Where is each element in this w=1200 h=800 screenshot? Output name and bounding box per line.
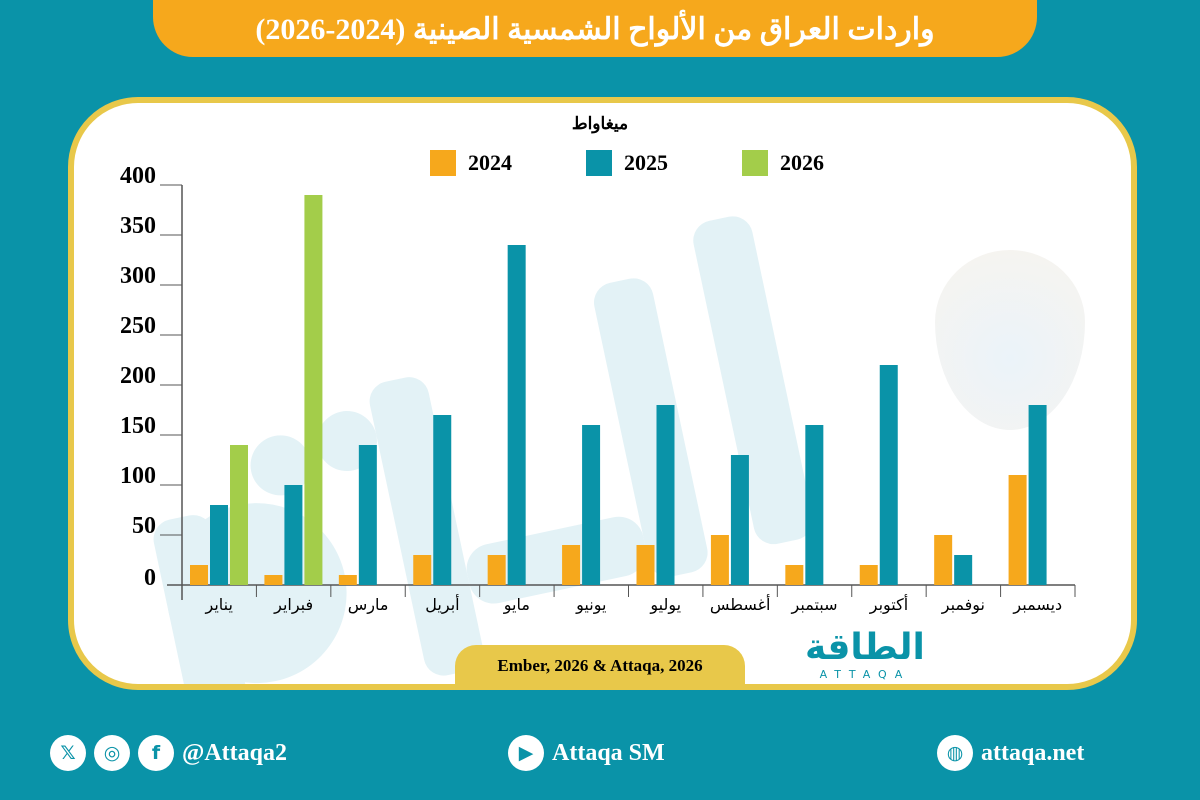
bar-2024-9 [785,565,804,585]
y-tick-label: 350 [120,213,156,239]
globe-icon[interactable]: ◍ [937,735,973,771]
x-tick-label: أكتوبر [869,594,908,615]
bar-2025-2 [284,485,303,585]
youtube-channel[interactable]: Attaqa SM [552,739,665,766]
bar-2024-11 [934,535,953,585]
legend-label: 2026 [780,150,824,175]
bar-2025-3 [358,445,377,585]
logo-latin: ATTAQA [819,668,911,681]
x-tick-label: يوليو [649,595,681,615]
legend-label: 2024 [468,150,512,175]
legend-item-2025: 2025 [586,150,668,176]
x-tick-label: مايو [503,595,530,615]
y-tick-label: 300 [120,263,156,289]
bar-2025-10 [879,365,898,585]
bar-2025-8 [730,455,749,585]
facebook-icon[interactable]: f [138,735,174,771]
bar-2024-2 [264,575,283,585]
legend-item-2026: 2026 [742,150,824,176]
bar-2025-9 [805,425,824,585]
watermark-drop-icon [935,250,1085,430]
instagram-icon[interactable]: ◎ [94,735,130,771]
x-tick-label: أبريل [425,594,459,615]
y-tick-label: 200 [120,363,156,389]
legend: 2024 2025 2026 [430,150,824,176]
website-link[interactable]: attaqa.net [981,739,1085,766]
legend-swatch [742,150,768,176]
chart-card [68,97,1137,690]
bar-2026-2 [304,195,323,585]
bar-2025-4 [433,415,452,585]
chart-title: واردات العراق من الألواح الشمسية الصينية… [255,13,935,46]
bar-2025-7 [656,405,675,585]
x-tick-label: مارس [348,595,389,615]
bar-2025-1 [210,505,228,585]
x-tick-label: يونيو [575,595,606,615]
bar-2024-7 [636,545,655,585]
bar-2024-5 [487,555,506,585]
bar-2025-11 [954,555,973,585]
bar-2024-6 [562,545,581,585]
legend-swatch [430,150,456,176]
bar-2025-6 [582,425,601,585]
website-footer: ◍ attaqa.net [937,735,1084,771]
bar-2025-12 [1028,405,1047,585]
bar-2024-10 [859,565,878,585]
x-tick-label: يناير [204,595,232,615]
x-tick-label: سبتمبر [791,595,838,615]
x-icon[interactable]: 𝕏 [50,735,86,771]
social-handle[interactable]: @Attaqa2 [182,739,287,766]
x-tick-label: فبراير [273,595,313,615]
source-label: Ember, 2026 & Attaqa, 2026 [455,645,745,687]
social-footer: 𝕏 ◎ f @Attaqa2 [50,735,287,771]
youtube-footer: ▶ Attaqa SM [508,735,665,771]
y-axis-unit: ميغاواط [571,114,629,133]
title-banner: واردات العراق من الألواح الشمسية الصينية… [153,0,1037,57]
bar-2024-4 [413,555,432,585]
attaqa-logo: الطاقة ATTAQA [805,628,925,682]
bar-2024-1 [190,565,208,585]
bar-2025-5 [507,245,526,585]
y-tick-label: 150 [120,413,156,439]
youtube-icon[interactable]: ▶ [508,735,544,771]
y-tick-label: 100 [120,463,156,489]
logo-arabic: الطاقة [805,627,925,668]
x-tick-label: نوفمبر [941,595,985,615]
y-tick-label: 50 [132,513,156,539]
legend-swatch [586,150,612,176]
legend-label: 2025 [624,150,668,175]
bar-2024-3 [338,575,357,585]
bar-2026-1 [230,445,248,585]
legend-item-2024: 2024 [430,150,512,176]
y-tick-label: 250 [120,313,156,339]
x-tick-label: أغسطس [710,594,771,615]
y-tick-label: 400 [120,163,156,189]
y-tick-label: 0 [144,565,156,591]
bar-2024-12 [1008,475,1027,585]
x-tick-label: ديسمبر [1012,595,1062,615]
bar-2024-8 [710,535,729,585]
